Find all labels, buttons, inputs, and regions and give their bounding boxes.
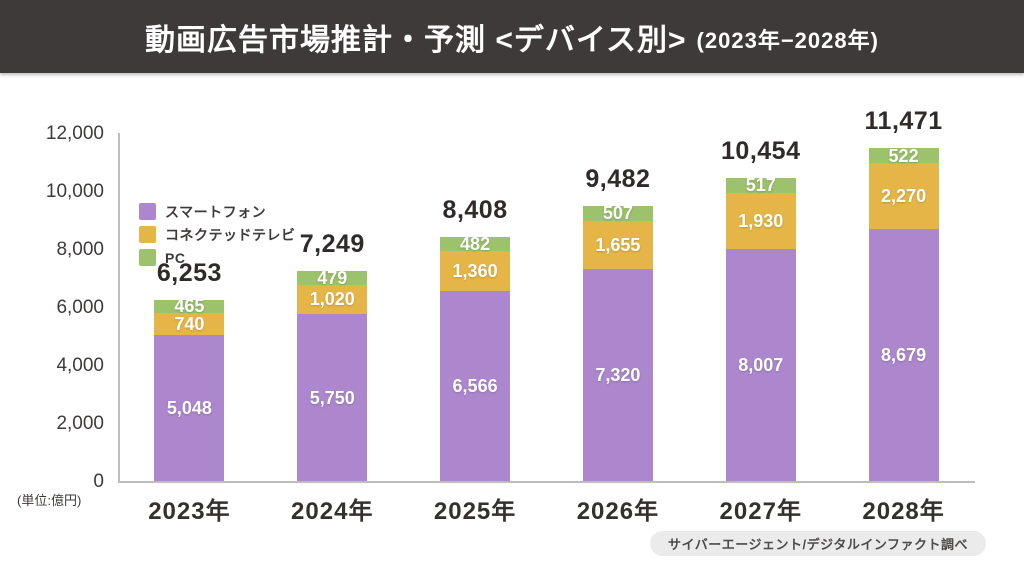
bar-segment-connected-tv: 1,020 xyxy=(297,284,368,315)
bar-segment-value: 6,566 xyxy=(452,375,498,396)
bar-segment-pc: 522 xyxy=(868,145,939,166)
bar-segment-value: 1,360 xyxy=(452,260,498,281)
y-axis-unit-label: (単位:億円) xyxy=(17,493,82,508)
legend-item-pc: PC xyxy=(139,249,296,266)
bar-segment-connected-tv: 1,930 xyxy=(725,192,796,249)
bar-total-label: 11,471 xyxy=(864,107,943,136)
y-axis-tick-label: 2,000 xyxy=(56,413,104,434)
bar-segment-pc: 517 xyxy=(725,175,796,196)
legend-item-connected-tv: コネクテッドテレビ xyxy=(139,226,296,243)
bar-segment-pc: 507 xyxy=(582,203,653,224)
bar-total-label: 7,249 xyxy=(299,229,365,258)
bar-segment-connected-tv: 740 xyxy=(154,313,225,335)
legend-label-connected-tv: コネクテッドテレビ xyxy=(165,226,296,243)
x-axis-line xyxy=(118,481,975,483)
bar-segment-value: 482 xyxy=(460,234,491,255)
bar-segment-value: 465 xyxy=(174,296,205,317)
source-attribution-text: サイバーエージェント/デジタルインファクト調べ xyxy=(668,537,968,552)
chart-legend: スマートフォンコネクテッドテレビ PC xyxy=(139,203,296,266)
bar-segment-smartphone: 7,320 xyxy=(582,268,653,481)
legend-label-pc: PC xyxy=(165,249,186,266)
y-axis-tick-label: 12,000 xyxy=(45,123,104,144)
page-subtitle: (2023年−2028年) xyxy=(696,27,879,53)
legend-label-smartphone: スマートフォン xyxy=(165,203,267,220)
page-title: 動画広告市場推計・予測 <デバイス別> xyxy=(145,23,687,57)
bar-total-label: 6,253 xyxy=(156,258,222,287)
x-axis-category-label: 2028年 xyxy=(862,498,945,525)
legend-swatch-smartphone xyxy=(139,203,156,220)
y-axis-tick-label: 8,000 xyxy=(56,239,104,260)
bar-segment-smartphone: 5,048 xyxy=(154,334,225,481)
bar-segment-connected-tv: 2,270 xyxy=(868,163,939,230)
bar-segment-value: 522 xyxy=(888,145,919,166)
source-attribution-badge: サイバーエージェント/デジタルインファクト調べ xyxy=(650,531,986,556)
bar-segment-smartphone: 6,566 xyxy=(440,290,511,481)
bar-segment-value: 507 xyxy=(602,203,633,224)
header-banner: 動画広告市場推計・予測 <デバイス別> (2023年−2028年) xyxy=(0,0,1024,73)
bar-segment-value: 5,750 xyxy=(309,387,355,408)
y-axis-tick-label: 6,000 xyxy=(56,297,104,318)
x-axis-category-label: 2026年 xyxy=(576,498,660,525)
bar-total-label: 10,454 xyxy=(721,136,801,165)
bar-segment-value: 5,048 xyxy=(166,397,212,418)
bar-total-label: 8,408 xyxy=(442,196,508,225)
x-axis-category-label: 2024年 xyxy=(291,498,374,525)
bar-segment-value: 7,320 xyxy=(595,364,641,385)
y-axis-line xyxy=(118,133,120,483)
bar-segment-value: 8,007 xyxy=(738,354,784,375)
y-axis-tick-label: 0 xyxy=(93,471,104,492)
bar-segment-smartphone: 8,679 xyxy=(868,229,939,481)
legend-swatch-connected-tv xyxy=(139,226,156,243)
bar-segment-pc: 482 xyxy=(440,234,511,255)
y-axis-tick-label: 10,000 xyxy=(45,181,104,202)
bar-segment-pc: 479 xyxy=(297,267,368,288)
bar-segment-value: 740 xyxy=(174,313,205,334)
legend-item-smartphone: スマートフォン xyxy=(139,203,296,220)
stacked-bar-chart: スマートフォンコネクテッドテレビ PC (単位:億円) 0 2,000 4,000 6,… xyxy=(0,73,1024,577)
bar-segment-value: 1,655 xyxy=(595,234,641,255)
x-axis-category-label: 2025年 xyxy=(433,498,517,525)
bar-segment-value: 517 xyxy=(745,175,776,196)
bar-segment-smartphone: 5,750 xyxy=(297,314,368,481)
bar-segment-value: 1,930 xyxy=(738,210,784,231)
bar-segment-value: 2,270 xyxy=(881,186,927,207)
bar-segment-value: 1,020 xyxy=(309,289,355,310)
bar-segment-pc: 465 xyxy=(154,296,225,317)
bar-total-label: 9,482 xyxy=(585,165,651,194)
x-axis-category-label: 2023年 xyxy=(148,498,231,525)
bar-segment-connected-tv: 1,360 xyxy=(440,251,511,291)
bar-segment-connected-tv: 1,655 xyxy=(582,220,653,269)
x-axis-category-label: 2027年 xyxy=(719,498,802,525)
legend-swatch-pc xyxy=(139,249,156,266)
bar-segment-value: 8,679 xyxy=(881,345,927,366)
y-axis-tick-label: 4,000 xyxy=(56,355,104,376)
bar-segment-smartphone: 8,007 xyxy=(725,248,796,481)
bar-segment-value: 479 xyxy=(317,267,348,288)
